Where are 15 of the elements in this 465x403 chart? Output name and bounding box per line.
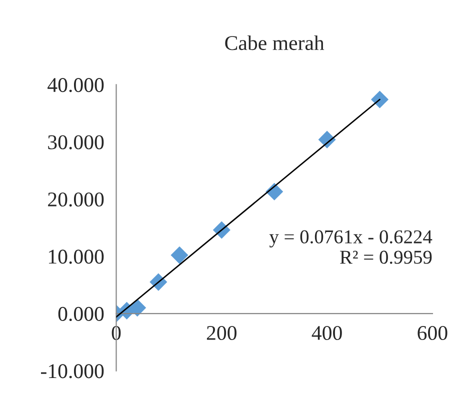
y-tick-label: -10.000	[40, 364, 104, 378]
x-tick-label: 400	[312, 326, 342, 340]
chart-title: Cabe merah	[225, 35, 324, 50]
point	[370, 90, 389, 108]
point	[170, 246, 188, 264]
y-tick-label: 40.000	[48, 78, 104, 92]
y-tick-label: 10.000	[48, 250, 104, 264]
x-tick-label: 0	[112, 326, 121, 340]
y-tick-label: 20.000	[48, 192, 104, 207]
point	[128, 299, 146, 317]
x-tick-label: 600	[418, 326, 448, 340]
y-tick-label: 30.000	[48, 135, 104, 150]
annotation: y = 0.0761x - 0.6224 R² = 0.9959	[269, 230, 432, 264]
x-tick-label: 200	[206, 326, 236, 340]
y-tick-label: 0.000	[58, 306, 104, 322]
